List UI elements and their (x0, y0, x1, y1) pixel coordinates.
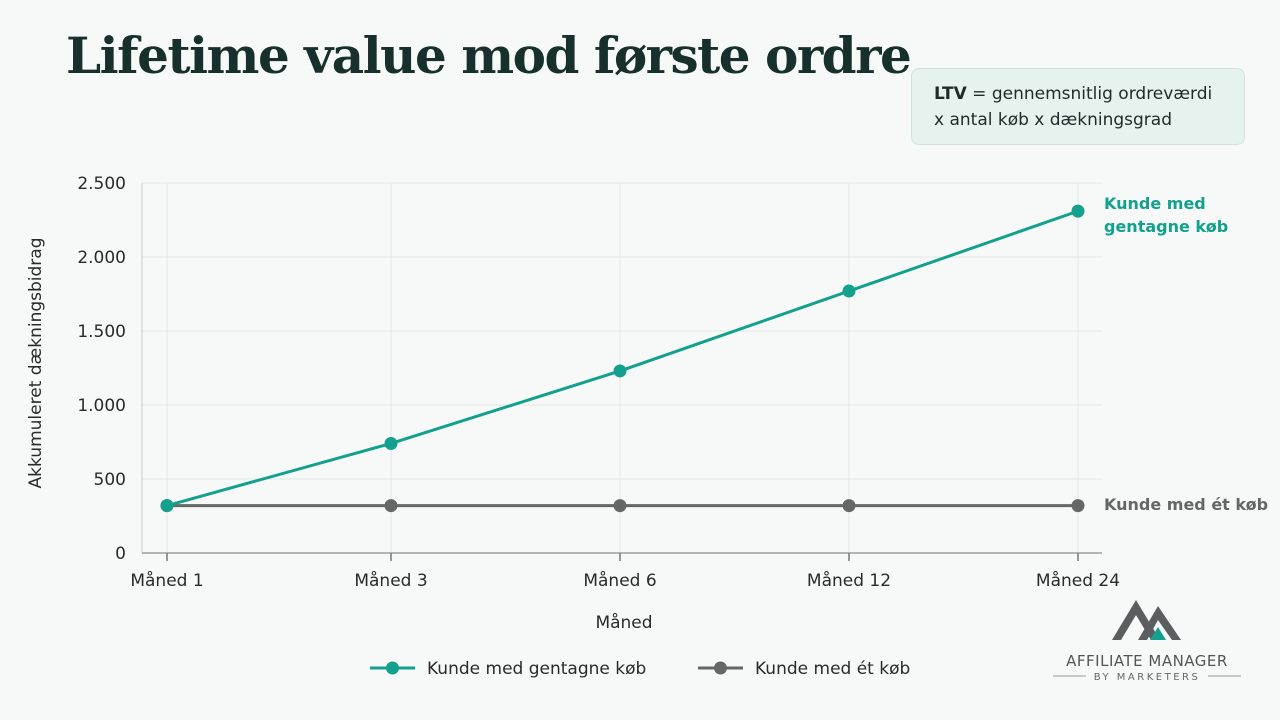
data-point (842, 499, 856, 513)
data-point (160, 499, 174, 513)
end-label-line: Kunde med (1104, 194, 1206, 213)
y-tick-label: 1.500 (77, 322, 126, 342)
legend-item-et-koeb: Kunde med ét køb (698, 659, 910, 679)
data-point (613, 499, 627, 513)
series-group (160, 204, 1085, 513)
data-point (842, 284, 856, 298)
legend-swatch-marker (386, 661, 399, 675)
affiliate-manager-logo: AFFILIATE MANAGER BY MARKETERS (1053, 600, 1241, 683)
y-tick-label: 2.000 (77, 248, 126, 268)
y-tick-label: 0 (115, 544, 126, 564)
legend-label: Kunde med gentagne køb (427, 659, 646, 679)
series-et-koeb (160, 499, 1085, 513)
legend-item-gentagne-koeb: Kunde med gentagne køb (370, 659, 646, 679)
formula-line-2: x antal køb x dækningsgrad (934, 110, 1173, 130)
y-axis-label: Akkumuleret dækningsbidrag (26, 238, 46, 489)
logo-mountain-right-icon (1138, 606, 1181, 640)
x-tick-label: Måned 12 (807, 570, 891, 591)
end-labels: Kunde med gentagne køb Kunde med ét køb (1104, 194, 1268, 514)
end-label-line: gentagne køb (1104, 217, 1228, 236)
x-tick-label: Måned 24 (1036, 570, 1120, 591)
series-gentagne-koeb (160, 204, 1085, 513)
legend-swatch-marker (714, 661, 727, 675)
x-tick-label: Måned 3 (354, 570, 427, 591)
y-tick-label: 2.500 (77, 174, 126, 194)
data-point (1071, 204, 1085, 218)
legend-label: Kunde med ét køb (755, 659, 910, 679)
y-ticks: 0 500 1.000 1.500 2.000 2.500 (77, 174, 126, 564)
legend: Kunde med gentagne køb Kunde med ét køb (370, 659, 910, 679)
formula-term: LTV (934, 84, 967, 104)
formula-box: LTV = gennemsnitlig ordreværdi x antal k… (911, 68, 1245, 145)
formula-definition: = gennemsnitlig ordreværdi (966, 84, 1213, 104)
formula-line-1: LTV = gennemsnitlig ordreværdi (934, 81, 1222, 107)
y-tick-label: 1.000 (77, 396, 126, 416)
x-tick-label: Måned 6 (583, 570, 656, 591)
end-label-et-koeb: Kunde med ét køb (1104, 495, 1268, 514)
data-point (613, 364, 627, 378)
data-point (384, 436, 398, 450)
axes (141, 183, 1102, 561)
logo-subtitle: BY MARKETERS (1094, 672, 1201, 683)
series-line (166, 209, 1079, 508)
logo-peak-accent-icon (1150, 627, 1166, 640)
x-axis-label: Måned (595, 612, 652, 633)
x-tick-label: Måned 1 (130, 570, 203, 591)
grid (142, 182, 1102, 553)
y-tick-label: 500 (94, 470, 126, 490)
chart-title: Lifetime value mod første ordre (66, 26, 912, 85)
end-label-gentagne-koeb: Kunde med gentagne køb (1104, 194, 1228, 236)
data-point (384, 499, 398, 513)
x-ticks: Måned 1 Måned 3 Måned 6 Måned 12 Måned 24 (130, 570, 1120, 591)
logo-name: AFFILIATE MANAGER (1066, 652, 1228, 670)
data-point (1071, 499, 1085, 513)
